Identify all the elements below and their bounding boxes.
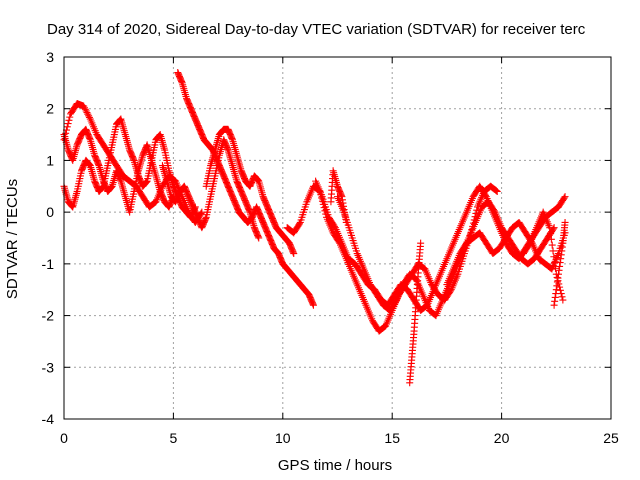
y-tick-label: -3 — [42, 359, 55, 375]
data-point — [81, 104, 89, 112]
axis-ticks: 0 5 10 15 20 25 -4 -3 -2 -1 0 1 2 3 — [42, 49, 619, 446]
x-tick-label: 5 — [170, 430, 178, 446]
data-point — [559, 296, 567, 304]
data-point — [492, 186, 500, 194]
data-point — [309, 301, 317, 309]
data-points — [60, 69, 569, 387]
data-point — [490, 207, 498, 215]
y-tick-label: -1 — [42, 256, 55, 272]
data-point — [85, 112, 93, 120]
series-arc-13 — [550, 218, 569, 309]
data-point — [85, 113, 93, 121]
series-arc-11 — [443, 218, 569, 289]
data-point — [492, 187, 500, 195]
data-point — [525, 240, 533, 248]
x-tick-label: 25 — [603, 430, 619, 446]
data-point — [342, 218, 350, 226]
series-arc-5 — [202, 125, 298, 258]
data-point — [80, 102, 88, 110]
series-arc-6 — [158, 136, 263, 242]
data-point — [392, 297, 400, 305]
x-tick-label: 0 — [60, 430, 68, 446]
data-point — [551, 264, 559, 272]
data-point — [547, 229, 555, 237]
data-point — [83, 109, 91, 117]
data-point — [546, 224, 554, 232]
data-point — [417, 239, 425, 247]
data-point — [560, 194, 568, 202]
data-point — [561, 218, 569, 226]
y-tick-label: 2 — [46, 101, 54, 117]
data-point — [549, 225, 557, 233]
y-tick-label: 0 — [46, 204, 54, 220]
data-point — [255, 234, 263, 242]
data-point — [81, 105, 89, 113]
data-point — [547, 235, 555, 243]
chart-title: Day 314 of 2020, Sidereal Day-to-day VTE… — [47, 21, 586, 38]
data-point — [63, 123, 71, 131]
x-tick-label: 20 — [494, 430, 510, 446]
data-point — [561, 193, 569, 201]
data-point — [65, 116, 73, 124]
data-point — [84, 110, 92, 118]
series-arc-12 — [519, 208, 567, 304]
y-tick-label: 1 — [46, 152, 54, 168]
data-point — [556, 286, 564, 294]
data-point — [550, 253, 558, 261]
data-point — [549, 247, 557, 255]
y-axis-label: SDTVAR / TECUs — [4, 179, 21, 299]
data-point — [64, 120, 72, 128]
plot-frame — [63, 56, 612, 420]
y-tick-label: 3 — [46, 49, 54, 65]
series-arc-14 — [327, 167, 350, 226]
data-point — [66, 113, 74, 121]
data-point — [558, 293, 566, 301]
data-point — [82, 107, 90, 115]
y-tick-label: -2 — [42, 308, 55, 324]
y-tick-label: -4 — [42, 411, 55, 427]
data-point — [493, 187, 501, 195]
x-axis-label: GPS time / hours — [278, 457, 392, 474]
series-arc-10 — [406, 239, 425, 387]
data-point — [481, 191, 489, 199]
data-point — [295, 220, 303, 228]
x-tick-label: 15 — [384, 430, 400, 446]
data-point — [290, 250, 298, 258]
data-point — [548, 241, 556, 249]
data-point — [330, 222, 338, 230]
x-tick-label: 10 — [275, 430, 291, 446]
